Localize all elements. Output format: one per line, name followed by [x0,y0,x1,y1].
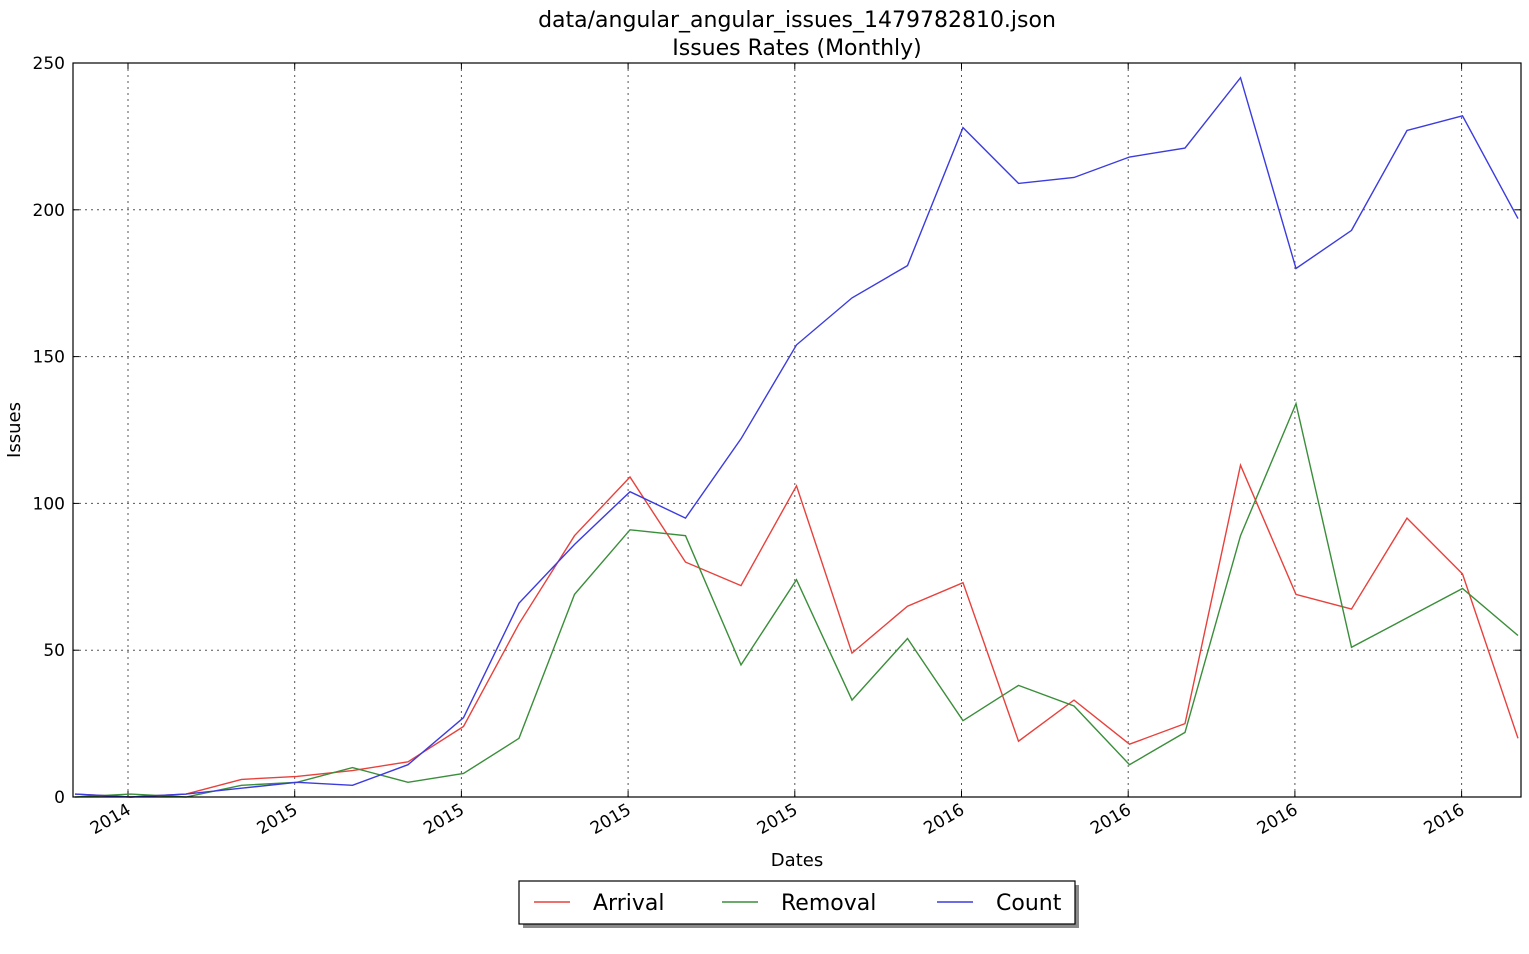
legend-box [518,880,1076,925]
y-axis-label: Issues [4,402,25,458]
x-axis: 2014 2015 2015 2015 2015 2016 2016 2016 2016 [87,63,1468,839]
x-tick-label: 2015 [254,800,301,839]
legend-label-count: Count [996,891,1062,916]
chart-title: data/angular_angular_issues_1479782810.j… [538,8,1056,33]
legend: Arrival Removal Count [518,880,1079,928]
x-tick-label: 2016 [1421,800,1468,839]
x-axis-label: Dates [771,850,823,871]
plot-frame [72,62,1522,798]
x-tick-label: 2014 [87,800,134,839]
x-tick-label: 2016 [1254,800,1301,839]
series-lines [74,76,1519,798]
legend-items: Arrival Removal Count [534,891,1062,916]
legend-label-arrival: Arrival [593,891,664,916]
legend-label-removal: Removal [781,891,876,916]
series-line-count [74,76,1519,798]
y-axis: 0 50 100 150 200 250 [33,54,1521,808]
x-tick-label: 2015 [754,800,801,839]
series-line-removal [74,401,1519,798]
y-tick-label: 250 [33,54,65,74]
series-line-arrival [74,462,1519,798]
x-tick-label: 2015 [587,800,634,839]
y-tick-label: 150 [33,348,65,368]
grid [73,63,1521,797]
chart-subtitle: Issues Rates (Monthly) [672,36,922,61]
x-tick-label: 2016 [921,800,968,839]
y-tick-label: 100 [33,494,65,514]
y-tick-label: 200 [33,201,65,221]
x-tick-label: 2015 [420,800,467,839]
y-tick-label: 50 [43,641,65,661]
x-tick-label: 2016 [1087,800,1134,839]
y-tick-label: 0 [54,788,65,808]
